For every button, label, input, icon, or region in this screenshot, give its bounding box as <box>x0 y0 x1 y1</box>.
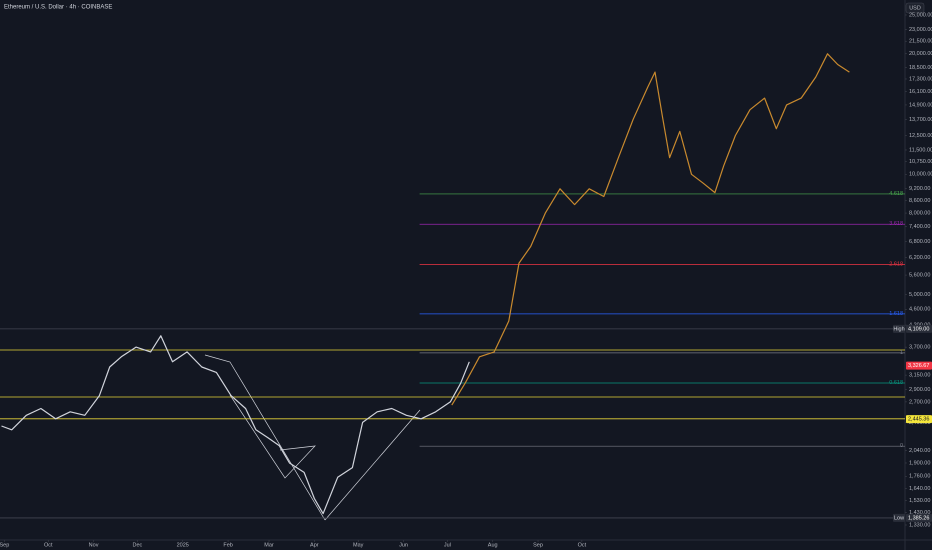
price-label-box <box>906 324 932 333</box>
x-tick-label: Apr <box>310 542 319 548</box>
y-tick-label: 6,800.00 <box>909 239 930 245</box>
price-tag: Low <box>894 515 904 521</box>
fib-label: 1 <box>900 350 903 356</box>
y-tick-label: 18,500.00 <box>909 65 932 71</box>
trend-drawing <box>324 409 421 521</box>
currency-box <box>905 2 925 14</box>
y-tick-label: 5,000.00 <box>909 292 930 298</box>
x-tick-label: Oct <box>578 542 587 548</box>
x-tick-label: Jun <box>399 542 408 548</box>
y-tick-label: 8,600.00 <box>909 198 930 204</box>
y-tick-label: 1,430.00 <box>909 510 930 516</box>
y-tick-label: 7,400.00 <box>909 224 930 230</box>
price-line <box>1 335 470 515</box>
y-tick-label: 20,000.00 <box>909 51 932 57</box>
y-tick-label: 10,000.00 <box>909 172 932 178</box>
y-tick-label: 21,500.00 <box>909 39 932 45</box>
drawings <box>204 354 421 521</box>
y-tick-label: 2,900.00 <box>909 387 930 393</box>
y-tick-label: 2,040.00 <box>909 448 930 454</box>
y-tick-label: 2,700.00 <box>909 399 930 405</box>
y-tick-label: 1,330.00 <box>909 522 930 528</box>
y-tick-label: 1,530.00 <box>909 498 930 504</box>
currency: USD <box>909 5 921 11</box>
y-tick-label: 17,300.00 <box>909 76 932 82</box>
y-tick-label: 4,600.00 <box>909 307 930 313</box>
x-tick-label: Feb <box>223 542 232 548</box>
x-tick-label: Jul <box>444 542 451 548</box>
y-tick-label: 13,700.00 <box>909 117 932 123</box>
y-tick-label: 3,150.00 <box>909 373 930 379</box>
chart-title: Ethereum / U.S. Dollar · 4h · COINBASE <box>4 5 112 11</box>
price-label: 4,109.00 <box>908 326 929 332</box>
x-tick-label: Aug <box>488 542 498 548</box>
x-tick-label: Nov <box>89 542 99 548</box>
y-tick-label: 1,900.00 <box>909 460 930 466</box>
price-label: 2,445.36 <box>908 417 929 423</box>
y-tick-label: 16,100.00 <box>909 89 932 95</box>
y-tick-label: 8,000.00 <box>909 211 930 217</box>
price-label: 1,385.26 <box>908 515 929 521</box>
y-tick-label: 9,200.00 <box>909 186 930 192</box>
fib-label: 1.618 <box>889 311 903 317</box>
y-tick-label: 1,760.00 <box>909 474 930 480</box>
fib-label: 4.618 <box>889 191 903 197</box>
x-tick-label: May <box>353 542 364 548</box>
price-label: 3,326.67 <box>908 363 929 369</box>
trend-drawing <box>204 354 326 521</box>
price-tag-box <box>893 324 905 333</box>
y-tick-label: 12,500.00 <box>909 133 932 139</box>
y-tick-label: 5,600.00 <box>909 273 930 279</box>
fib-label: 0.618 <box>889 380 903 386</box>
y-tick-label: 3,700.00 <box>909 345 930 351</box>
y-tick-label: 6,200.00 <box>909 255 930 261</box>
y-tick-label: 23,000.00 <box>909 27 932 33</box>
fib-label: 3.618 <box>889 221 903 227</box>
price-tag-box <box>893 513 905 522</box>
x-tick-label: Sep <box>533 542 543 548</box>
y-tick-label: 14,900.00 <box>909 102 932 108</box>
x-tick-label: Dec <box>133 542 143 548</box>
fib-label: 2.618 <box>889 261 903 267</box>
y-tick-label: 11,500.00 <box>909 147 932 153</box>
price-label-box <box>906 361 932 370</box>
price-tag: High <box>893 326 904 332</box>
fib-label: 0 <box>900 443 903 449</box>
x-tick-label: 2025 <box>177 542 189 548</box>
price-label-box <box>906 513 932 522</box>
x-tick-label: Sep <box>0 542 9 548</box>
x-tick-label: Oct <box>44 542 53 548</box>
x-tick-label: Mar <box>264 542 274 548</box>
price-label-box <box>906 415 932 424</box>
y-tick-label: 1,640.00 <box>909 486 930 492</box>
price-line <box>451 53 850 406</box>
triangle-drawing <box>229 394 316 479</box>
y-tick-label: 25,000.00 <box>909 12 932 18</box>
y-tick-label: 10,750.00 <box>909 159 932 165</box>
